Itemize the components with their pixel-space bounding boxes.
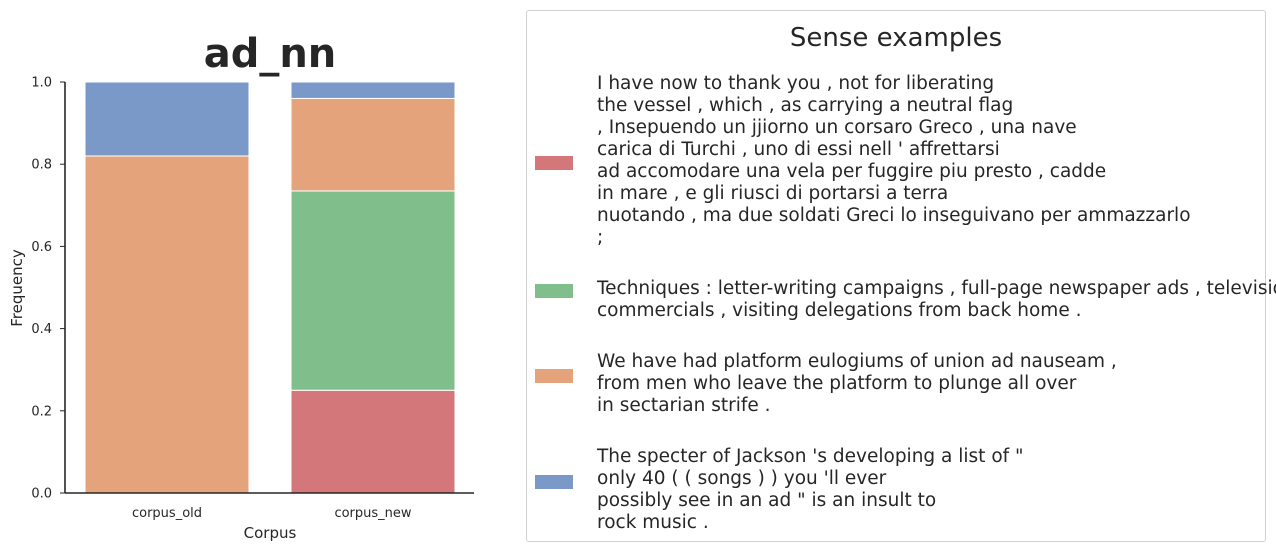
y-tick-label: 0.6 (31, 240, 52, 255)
bar-segment (290, 190, 456, 391)
legend: Sense examples I have now to thank you ,… (526, 10, 1276, 542)
bar-segment (290, 81, 456, 99)
y-tick-label: 1.0 (31, 76, 52, 91)
bar-segment (84, 155, 250, 494)
stacked-bar-chart: ad_nn 0.00.20.40.60.81.0 corpus_old corpu… (8, 31, 474, 542)
bar-segment (290, 97, 456, 192)
y-tick-label: 0.0 (31, 487, 52, 502)
legend-entry-text: We have had platform eulogiums of union … (597, 351, 1117, 416)
legend-entry-text: I have now to thank you , not for libera… (597, 73, 1191, 248)
legend-title: Sense examples (789, 23, 1003, 53)
legend-swatch-green (535, 284, 573, 298)
x-tick-label: corpus_new (334, 506, 411, 521)
y-tick-label: 0.4 (31, 322, 52, 337)
y-tick-label: 0.8 (31, 158, 52, 173)
legend-entry-text: The specter of Jackson 's developing a l… (597, 446, 1024, 533)
bars-group (84, 81, 456, 494)
x-tick-label: corpus_old (132, 506, 202, 521)
y-tick-label: 0.2 (31, 404, 52, 419)
x-ticks-group: corpus_old corpus_new (132, 506, 412, 521)
chart-title: ad_nn (204, 31, 337, 77)
y-axis-label: Frequency (8, 249, 26, 327)
legend-entry-text: Techniques : letter-writing campaigns , … (597, 278, 1276, 321)
x-axis-label: Corpus (244, 524, 297, 542)
bar-segment (290, 389, 456, 494)
bar-segment (84, 81, 250, 157)
y-ticks-group: 0.0 0.2 0.4 0.6 0.8 1.0 (31, 76, 65, 502)
legend-swatch-orange (535, 369, 573, 383)
legend-swatch-red (535, 156, 573, 170)
legend-swatch-blue (535, 475, 573, 489)
